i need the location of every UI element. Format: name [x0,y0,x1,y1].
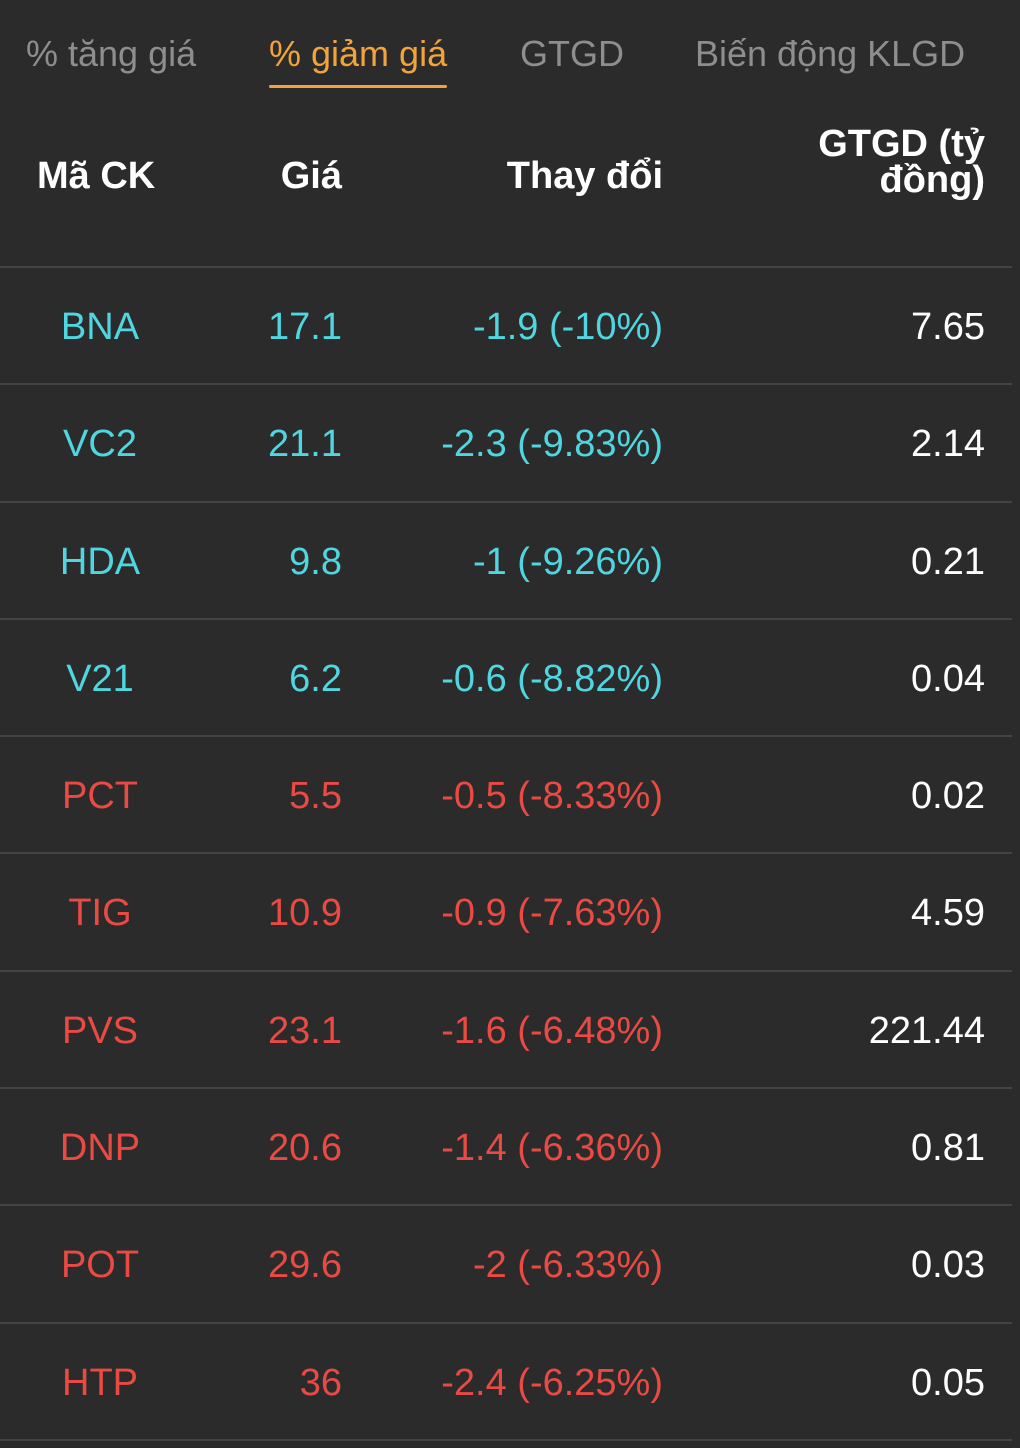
trading-value: 0.05 [911,1361,985,1404]
stock-symbol[interactable]: POT [60,1244,140,1287]
header-value-line2: đồng) [879,159,985,201]
trading-value: 4.59 [911,892,985,935]
price-change: -1.9 (-10%) [472,306,663,348]
table-row[interactable]: V21 6.2 -0.6 (-8.82%) 0.04 [0,620,1012,738]
price-change: -0.9 (-7.63%) [441,892,663,935]
stock-price: 36 [299,1361,342,1404]
price-change: -0.5 (-8.33%) [441,775,663,818]
stock-symbol[interactable]: VC2 [63,423,137,466]
table-row[interactable]: BNA 17.1 -1.9 (-10%) 7.65 [0,268,1012,386]
table-row[interactable]: TIG 10.9 -0.9 (-7.63%) 4.59 [0,854,1012,972]
stock-price: 6.2 [289,657,342,700]
stock-price: 29.6 [268,1244,342,1287]
header-divider [0,266,1012,268]
stock-symbol[interactable]: DNP [59,1127,141,1170]
price-change: -2 (-6.33%) [472,1244,663,1287]
tab-label: GTGD [520,33,624,74]
tab-label: % tăng giá [26,33,197,74]
price-change: -2.4 (-6.25%) [441,1361,663,1404]
price-change: -1.4 (-6.36%) [441,1127,663,1170]
tab-bar: % tăng giá % giảm giá GTGD Biến động KLG… [0,0,1020,108]
header-symbol[interactable]: Mã CK [37,155,156,197]
trading-value: 0.04 [911,657,985,700]
trading-value: 7.65 [911,306,985,348]
stock-symbol[interactable]: BNA [60,306,140,348]
stock-symbol[interactable]: V21 [66,657,134,700]
stock-price: 5.5 [289,775,342,818]
trading-value: 0.21 [911,540,985,583]
stock-price: 17.1 [268,306,342,348]
price-change: -2.3 (-9.83%) [441,423,663,466]
stock-price: 20.6 [268,1127,342,1170]
stock-symbol[interactable]: TIG [68,892,132,935]
header-price[interactable]: Giá [280,155,342,197]
tab-label: Biến động KLGD [695,33,966,74]
stock-symbol[interactable]: PCT [62,775,138,818]
table-header: Mã CK Giá Thay đổi GTGD (tỷ đồng) [0,108,1012,268]
trading-value: 221.44 [868,1009,985,1052]
price-change: -1.6 (-6.48%) [441,1009,663,1052]
stock-symbol[interactable]: HDA [59,540,141,583]
stock-symbol[interactable]: HTP [62,1361,138,1404]
stock-price: 10.9 [268,892,342,935]
tab-trading-value[interactable]: GTGD [520,32,624,76]
active-tab-indicator [269,85,448,88]
table-row[interactable]: DNP 20.6 -1.4 (-6.36%) 0.81 [0,1089,1012,1207]
stock-price: 9.8 [289,540,342,583]
trading-value: 0.81 [911,1127,985,1170]
header-value-line1[interactable]: GTGD (tỷ [818,123,985,165]
tab-volume-change[interactable]: Biến động KLGD [695,32,965,76]
table-row[interactable]: VC2 21.1 -2.3 (-9.83%) 2.14 [0,385,1012,503]
trading-value: 2.14 [911,423,985,466]
price-change: -1 (-9.26%) [472,540,663,583]
stock-price: 23.1 [268,1009,342,1052]
trading-value: 0.02 [911,775,985,818]
table-row[interactable]: HTP 36 -2.4 (-6.25%) 0.05 [0,1324,1012,1441]
tab-top-gainers[interactable]: % tăng giá [26,32,196,76]
stock-price: 21.1 [268,423,342,466]
table-row[interactable]: PCT 5.5 -0.5 (-8.33%) 0.02 [0,737,1012,855]
stock-symbol[interactable]: PVS [61,1009,139,1052]
tab-label: % giảm giá [269,33,448,74]
trading-value: 0.03 [911,1244,985,1287]
table-body: BNA 17.1 -1.9 (-10%) 7.65 VC2 21.1 -2.3 (-9.83… [0,268,1012,1441]
header-change[interactable]: Thay đổi [506,155,663,197]
table-row[interactable]: HDA 9.8 -1 (-9.26%) 0.21 [0,503,1012,620]
tab-top-losers[interactable]: % giảm giá [269,32,448,88]
table-row[interactable]: POT 29.6 -2 (-6.33%) 0.03 [0,1206,1012,1324]
table-row[interactable]: PVS 23.1 -1.6 (-6.48%) 221.44 [0,972,1012,1090]
price-change: -0.6 (-8.82%) [441,657,663,700]
